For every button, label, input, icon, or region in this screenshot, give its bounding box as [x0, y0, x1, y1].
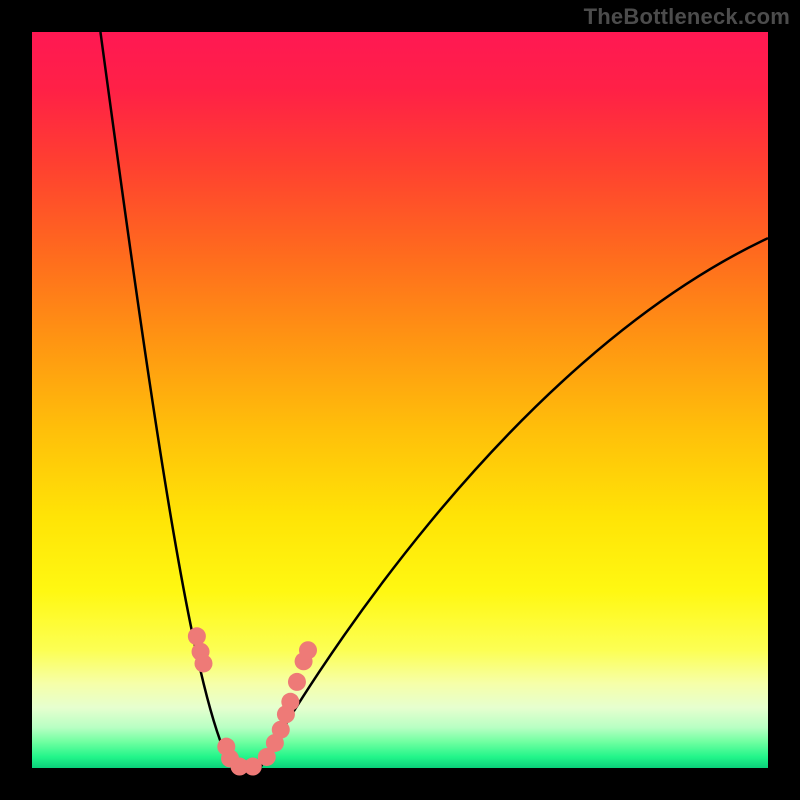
chart-container: TheBottleneck.com	[0, 0, 800, 800]
data-marker	[194, 654, 212, 672]
data-marker	[281, 693, 299, 711]
bottleneck-chart	[0, 0, 800, 800]
plot-gradient-background	[32, 32, 768, 768]
data-marker	[288, 673, 306, 691]
data-marker	[299, 641, 317, 659]
data-marker	[272, 721, 290, 739]
data-marker	[188, 627, 206, 645]
watermark-text: TheBottleneck.com	[584, 4, 790, 30]
